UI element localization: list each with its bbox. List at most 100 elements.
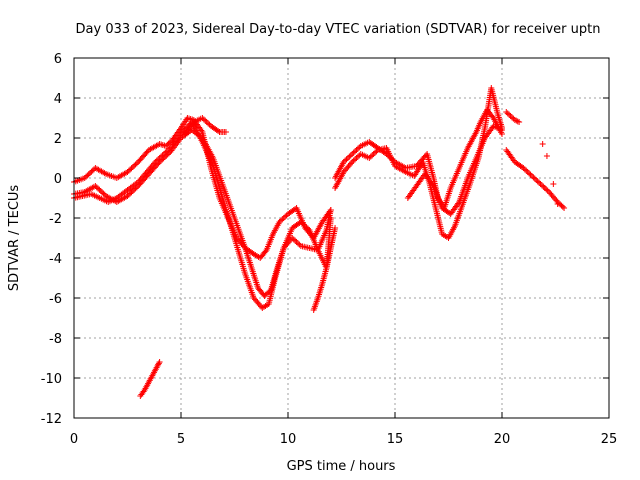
data-point-track-f <box>347 152 354 159</box>
data-point-track-i <box>520 165 527 171</box>
data-point-track-f <box>353 147 360 153</box>
data-point-track-c <box>302 223 309 229</box>
data-point-track-a <box>249 250 256 256</box>
data-point-track-a <box>282 213 289 220</box>
data-point-track-g <box>354 153 361 160</box>
data-point-track-i <box>559 203 566 210</box>
data-point-track-f <box>350 149 357 156</box>
y-tick-label: -4 <box>49 252 62 267</box>
data-point-track-a <box>262 248 269 255</box>
axis-ticks: 0 5 10 15 20 25 -12 -10 -8 -6 -4 -2 0 2 4 6 <box>41 52 618 447</box>
data-point-track-g <box>372 149 379 156</box>
x-axis-label: GPS time / hours <box>287 459 396 474</box>
data-point-track-a <box>280 215 287 221</box>
data-point-track-b <box>290 236 297 243</box>
y-tick-label: 2 <box>54 132 62 147</box>
y-tick-label: 0 <box>54 172 62 187</box>
data-point-track-j <box>508 114 515 121</box>
data-point-track-i <box>530 174 537 181</box>
y-tick-label: -12 <box>41 412 62 427</box>
data-point-isolated <box>554 201 561 207</box>
data-point-track-g <box>353 155 360 161</box>
data-point-track-b <box>293 239 300 245</box>
data-point-track-i <box>524 169 531 175</box>
data-point-track-k <box>156 359 163 365</box>
data-point-track-i <box>536 179 543 186</box>
x-tick-label: 0 <box>70 432 78 447</box>
y-tick-label: -8 <box>49 332 62 347</box>
data-point-track-g <box>373 148 380 155</box>
data-point-track-i <box>533 177 540 183</box>
x-tick-label: 25 <box>601 432 618 447</box>
data-points <box>71 85 568 399</box>
data-point-track-c <box>300 221 307 228</box>
data-point-track-c <box>163 148 170 155</box>
chart-title: Day 033 of 2023, Sidereal Day-to-day VTE… <box>76 22 601 37</box>
data-point-track-c <box>303 224 310 231</box>
data-point-track-d <box>332 225 339 231</box>
data-point-track-e <box>200 116 207 123</box>
data-point-track-i <box>526 170 533 177</box>
data-point-track-f <box>342 157 349 164</box>
data-point-track-c <box>151 160 158 167</box>
y-tick-label: 6 <box>54 52 62 67</box>
data-point-track-c <box>159 152 166 159</box>
data-point-track-g <box>370 151 377 157</box>
data-point-track-j <box>513 117 520 124</box>
data-point-track-b <box>327 207 334 213</box>
y-axis-label: SDTVAR / TECUs <box>7 185 22 292</box>
data-point-track-j <box>506 111 513 118</box>
data-point-track-f <box>352 148 359 155</box>
data-point-track-c <box>155 156 162 163</box>
data-point-track-e <box>199 115 206 121</box>
x-tick-label: 20 <box>494 432 511 447</box>
data-point-isolated <box>539 141 546 147</box>
data-point-track-e <box>222 129 229 135</box>
data-point-track-f <box>354 145 361 152</box>
data-point-track-a <box>277 217 284 224</box>
grid-lines <box>74 58 609 418</box>
data-point-track-i <box>538 182 545 189</box>
data-point-track-b <box>294 240 301 247</box>
data-point-isolated <box>543 153 550 159</box>
data-point-track-j <box>503 109 510 115</box>
data-point-track-c <box>158 153 165 160</box>
data-point-track-f <box>356 144 363 151</box>
data-point-track-c <box>297 219 304 225</box>
data-point-track-c <box>166 145 173 152</box>
data-point-track-e <box>203 119 210 125</box>
data-point-track-e <box>215 128 222 134</box>
data-point-track-f <box>346 153 353 160</box>
data-point-track-b <box>296 241 303 248</box>
data-point-track-k <box>155 360 162 367</box>
plot-border <box>73 57 610 419</box>
data-point-track-b <box>289 235 296 241</box>
data-point-track-b <box>292 237 299 244</box>
data-point-track-j <box>514 118 521 125</box>
data-point-track-c <box>160 151 167 157</box>
data-point-track-i <box>544 187 551 194</box>
data-point-track-i <box>534 178 541 185</box>
data-point-track-c <box>162 149 169 156</box>
data-point-track-i <box>537 181 544 187</box>
x-tick-label: 10 <box>280 432 297 447</box>
data-point-track-g <box>369 152 376 159</box>
data-point-track-i <box>528 173 535 179</box>
data-point-track-i <box>527 171 534 178</box>
x-tick-label: 5 <box>177 432 185 447</box>
data-point-track-a <box>279 216 286 223</box>
data-point-track-j <box>504 110 511 117</box>
data-point-track-i <box>553 197 560 204</box>
data-point-track-c <box>156 155 163 161</box>
data-point-track-a <box>276 219 283 225</box>
data-point-track-f <box>340 159 347 165</box>
data-point-track-j <box>511 117 518 123</box>
data-point-track-g <box>350 157 357 164</box>
data-point-isolated <box>541 185 548 191</box>
data-point-track-k <box>155 361 162 368</box>
data-point-track-h <box>499 127 505 133</box>
data-point-track-c <box>153 157 160 164</box>
data-point-track-f <box>344 155 351 161</box>
